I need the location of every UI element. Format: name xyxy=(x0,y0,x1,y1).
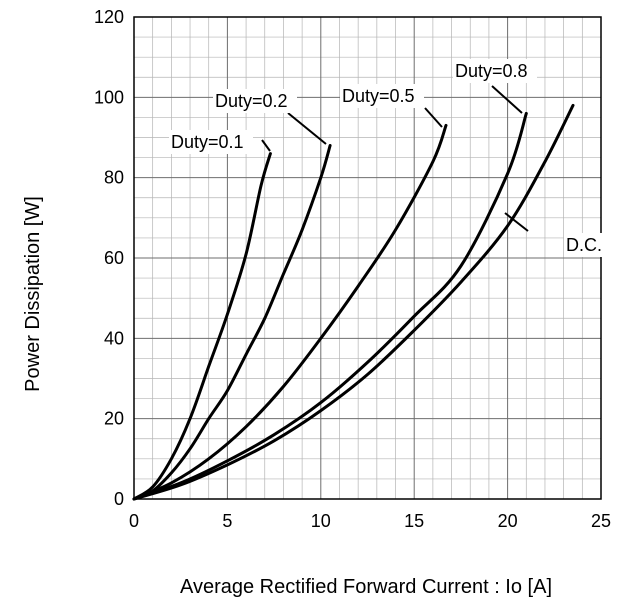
annotation-duty-0-8: Duty=0.8 xyxy=(455,61,528,81)
y-tick-labels: 0 20 40 60 80 100 120 xyxy=(94,7,124,509)
plot-frame xyxy=(133,16,602,500)
curves xyxy=(132,103,575,501)
y-axis-label: Power Dissipation [W] xyxy=(22,196,44,392)
annotation-duty-0-1: Duty=0.1 xyxy=(171,132,244,152)
annotation-bg xyxy=(453,59,537,83)
y-tick-label: 20 xyxy=(104,409,124,429)
x-tick-label: 15 xyxy=(404,511,424,531)
curve-d-c xyxy=(132,103,575,501)
y-tick-label: 100 xyxy=(94,87,124,107)
curve-duty-0-1 xyxy=(132,152,272,501)
curve-duty-0-8 xyxy=(132,111,528,501)
leader-line xyxy=(504,212,529,232)
curve-annotations: Duty=0.1 Duty=0.2 Duty=0.5 Duty=0.8 D.C. xyxy=(169,59,608,257)
annotation-bg xyxy=(340,84,424,108)
annotation-duty-0-5: Duty=0.5 xyxy=(342,86,415,106)
annotation-bg xyxy=(564,233,608,257)
annotation-d-c: D.C. xyxy=(566,235,602,255)
x-axis-label: Average Rectified Forward Current : Io [… xyxy=(180,576,552,598)
annotation-duty-0-2: Duty=0.2 xyxy=(215,91,288,111)
annotation-bg xyxy=(169,130,253,154)
annotation-bg xyxy=(213,89,297,113)
y-tick-label: 60 xyxy=(104,248,124,268)
curve-duty-0-5 xyxy=(132,123,448,501)
leader-line xyxy=(287,112,327,145)
x-tick-labels: 0 5 10 15 20 25 xyxy=(129,511,611,531)
y-tick-label: 40 xyxy=(104,328,124,348)
leader-line xyxy=(424,107,443,128)
x-tick-label: 20 xyxy=(498,511,518,531)
y-tick-label: 80 xyxy=(104,168,124,188)
y-tick-label: 0 xyxy=(114,489,124,509)
x-tick-label: 25 xyxy=(591,511,611,531)
curve-duty-0-2 xyxy=(132,144,332,501)
leader-line xyxy=(491,85,523,114)
annotation-leaders xyxy=(261,85,529,232)
x-tick-label: 5 xyxy=(222,511,232,531)
x-tick-label: 0 xyxy=(129,511,139,531)
leader-line xyxy=(261,139,271,152)
y-tick-label: 120 xyxy=(94,7,124,27)
x-tick-label: 10 xyxy=(311,511,331,531)
